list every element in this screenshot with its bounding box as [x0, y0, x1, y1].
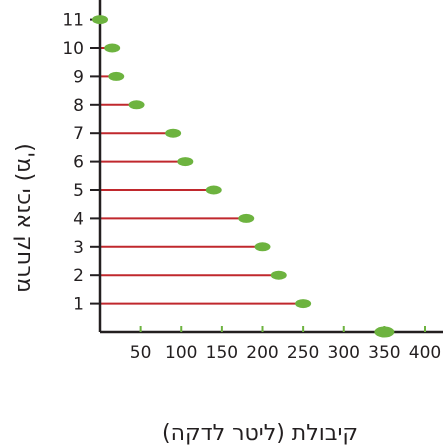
data-point [205, 185, 222, 195]
data-point [108, 71, 125, 81]
x-tick-label: 200 [246, 343, 278, 363]
bars-layer [100, 47, 297, 305]
y-tick-label: 4 [73, 209, 84, 229]
data-point [238, 213, 255, 223]
x-tick-label: 100 [165, 343, 197, 363]
y-tick-label: 1 [73, 295, 84, 315]
data-point [374, 326, 395, 338]
x-tick-label: 50 [130, 343, 152, 363]
points-layer [92, 15, 395, 338]
y-tick-label: 12 [62, 0, 84, 2]
x-tick-label: 150 [206, 343, 238, 363]
data-point [295, 299, 312, 309]
x-tick-label: 400 [409, 343, 441, 363]
y-tick-label: 8 [73, 96, 84, 116]
data-point [270, 270, 287, 280]
x-tick-label: 250 [287, 343, 319, 363]
y-tick-label: 3 [73, 238, 84, 258]
y-tick-label: 11 [62, 11, 84, 31]
y-tick-label: 9 [73, 67, 84, 87]
y-tick-label: 6 [73, 153, 84, 173]
data-point [165, 128, 182, 138]
y-tick-label: 7 [73, 124, 84, 144]
data-point [92, 15, 108, 25]
y-tick-label: 10 [62, 39, 84, 59]
x-tick-label: 350 [368, 343, 400, 363]
x-axis-title: קיבולת (ליטר לדקה) [162, 421, 358, 446]
data-point [177, 157, 194, 167]
y-tick-label: 5 [73, 181, 84, 201]
data-point [254, 242, 271, 252]
axes-layer [90, 0, 443, 334]
labels-layer: 12345678910111250100150200250300350400 [62, 0, 441, 363]
data-point [104, 43, 121, 53]
y-tick-label: 2 [73, 266, 84, 286]
x-tick-label: 300 [328, 343, 360, 363]
y-axis-title: מרחק אנכי (מ') [12, 143, 37, 293]
data-point [128, 100, 145, 110]
